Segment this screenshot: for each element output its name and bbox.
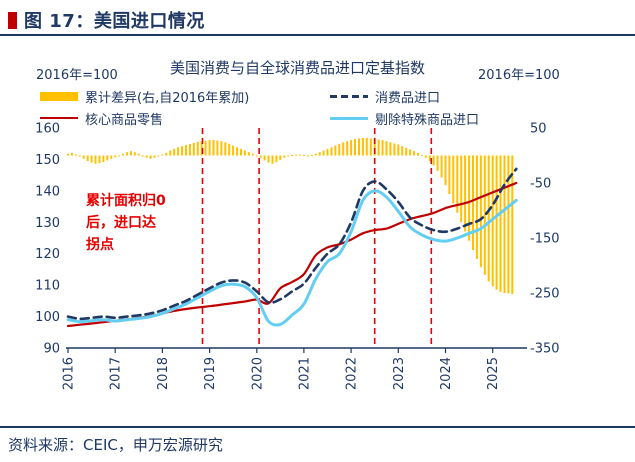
footer-divider [0, 426, 635, 428]
chart-annotation: 累计面积归0 后，进口达 拐点 [86, 190, 166, 256]
right-tick-label: -250 [530, 287, 560, 302]
chart-plot: 90 100 110 120 130 140 150 160 -350 -250 -150 -50 50… [35, 122, 560, 391]
left-tick-label: 110 [35, 279, 60, 294]
legend-label: 累计差异(右,自2016年累加) [85, 90, 250, 106]
x-tick-label: 2025 [486, 357, 501, 390]
x-tick-label: 2020 [250, 357, 265, 390]
right-tick-label: -50 [530, 177, 551, 192]
annotation-line: 拐点 [86, 237, 114, 253]
x-tick-label: 2016 [62, 357, 77, 390]
legend-row: 累计差异(右,自2016年累加) 消费品进口 [40, 85, 620, 107]
legend-dashed-line-swatch-icon [330, 94, 368, 98]
legend-item-imports-excl-special: 剔除特殊商品进口 [330, 109, 479, 128]
legend-bar-swatch-icon [40, 91, 78, 101]
event-marker-dashed-lines [201, 128, 433, 348]
right-tick-label: -150 [530, 232, 560, 247]
annotation-line: 后，进口达 [86, 215, 156, 231]
legend-label: 核心商品零售 [85, 112, 164, 128]
left-axis-unit-label: 2016年=100 [36, 68, 118, 83]
left-tick-label: 160 [35, 122, 60, 137]
series-line-1 [66, 189, 518, 327]
x-tick-label: 2022 [345, 357, 360, 390]
right-tick-label: 50 [530, 122, 547, 137]
series-line-2 [66, 167, 518, 321]
right-tick-label: -350 [530, 342, 560, 357]
left-tick-label: 130 [35, 216, 60, 231]
x-tick-label: 2023 [392, 357, 407, 390]
x-tick-label: 2018 [156, 357, 171, 390]
left-tick-label: 150 [35, 153, 60, 168]
x-tick-label: 2021 [297, 357, 312, 390]
legend-label: 消费品进口 [375, 90, 441, 106]
annotation-line: 累计面积归0 [86, 193, 166, 209]
legend: 累计差异(右,自2016年累加) 消费品进口 核心商品零售 剔除特殊商品进口 [40, 85, 620, 129]
red-square-bullet-icon [8, 11, 17, 29]
x-tick-label: 2017 [109, 357, 124, 390]
chart-title: 美国消费与自全球消费品进口定基指数 [169, 59, 425, 77]
left-tick-label: 140 [35, 184, 60, 199]
source-note: 资料来源：CEIC，申万宏源研究 [8, 436, 223, 454]
left-tick-label: 100 [35, 310, 60, 325]
legend-label: 剔除特殊商品进口 [375, 112, 480, 128]
figure-header: 图 17：美国进口情况 [8, 7, 205, 33]
legend-item-cumulative-difference: 累计差异(右,自2016年累加) [40, 87, 330, 106]
legend-line-swatch-icon [40, 116, 78, 120]
right-axis-unit-label: 2016年=100 [478, 68, 560, 83]
figure-title: 图 17：美国进口情况 [24, 11, 205, 32]
legend-item-core-goods-retail: 核心商品零售 [40, 109, 330, 128]
legend-row: 核心商品零售 剔除特殊商品进口 [40, 107, 620, 129]
legend-line-swatch-icon [330, 116, 368, 120]
header-divider [0, 34, 635, 36]
left-tick-label: 120 [35, 247, 60, 262]
legend-item-consumer-goods-imports: 消费品进口 [330, 87, 440, 106]
x-tick-label: 2024 [439, 357, 454, 390]
left-tick-label: 90 [43, 342, 60, 357]
x-tick-label: 2019 [203, 357, 218, 390]
